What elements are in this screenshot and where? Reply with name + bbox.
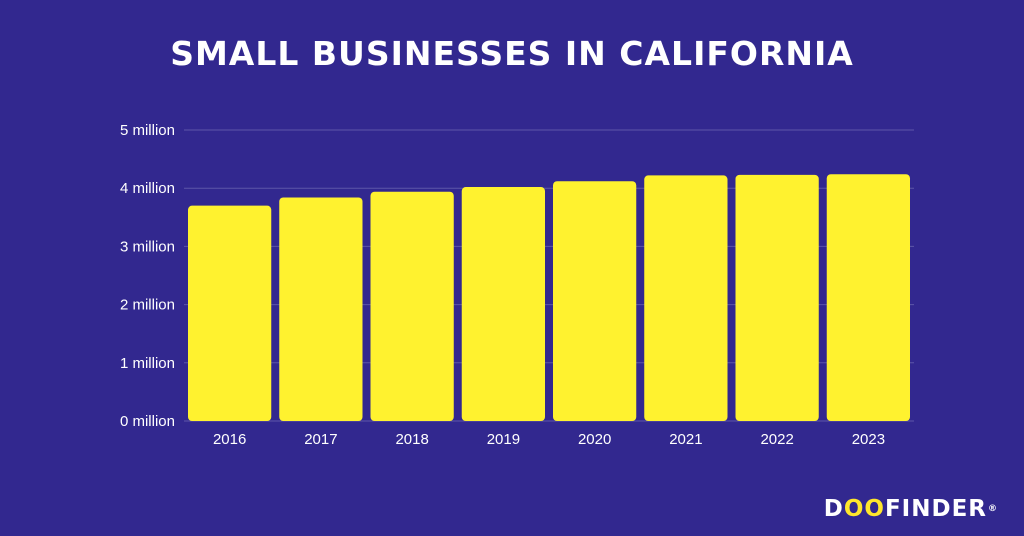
logo-suffix: FINDER (884, 496, 987, 522)
bar (370, 191, 454, 421)
x-tick-label: 2023 (852, 431, 885, 448)
x-tick-label: 2018 (395, 431, 428, 448)
chart-title: SMALL BUSINESSES IN CALIFORNIA (170, 34, 854, 73)
y-tick-label: 4 million (120, 180, 175, 197)
x-tick-label: 2022 (760, 431, 793, 448)
doofinder-logo: D OO FINDER ® (824, 496, 998, 522)
bar (826, 174, 910, 421)
registered-mark: ® (988, 504, 998, 514)
x-tick-label: 2016 (213, 431, 246, 448)
bar (644, 175, 728, 421)
bar (188, 205, 272, 421)
bar (461, 187, 545, 421)
y-tick-label: 3 million (120, 238, 175, 255)
logo-prefix: D (823, 496, 844, 522)
y-tick-label: 1 million (120, 355, 175, 372)
bar (735, 174, 819, 421)
x-tick-label: 2017 (304, 431, 337, 448)
y-tick-label: 2 million (120, 297, 175, 314)
y-tick-label: 0 million (120, 413, 175, 430)
y-tick-label: 5 million (120, 122, 175, 139)
logo-infinity-mark: OO (843, 496, 885, 522)
bar (279, 197, 363, 421)
x-tick-label: 2021 (669, 431, 702, 448)
bar (553, 181, 637, 421)
x-tick-label: 2020 (578, 431, 611, 448)
x-tick-label: 2019 (487, 431, 520, 448)
